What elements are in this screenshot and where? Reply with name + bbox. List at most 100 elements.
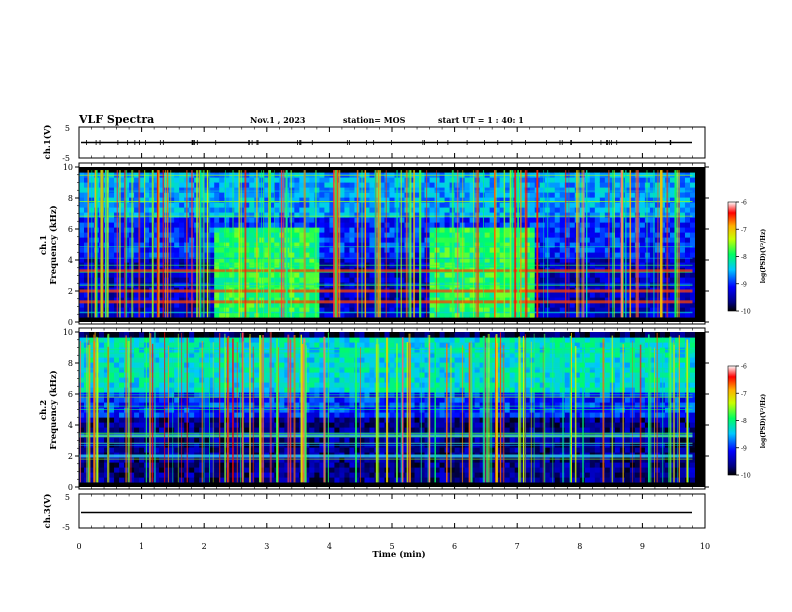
ch1-spectrogram-cell [309, 217, 315, 223]
ch1-spectrogram-sferic [138, 170, 141, 318]
ch1-spectrogram-cell [209, 292, 215, 298]
ch1-spectrogram-cell [309, 202, 315, 208]
ch1-spectrogram-cell [499, 237, 506, 243]
ch2-spectrogram-cell [169, 457, 175, 463]
ch1-spectrogram-cell [109, 257, 115, 263]
ch1-spectrogram-cell [679, 177, 686, 183]
ch1-spectrogram-cell [294, 192, 300, 198]
ch1-spectrogram-cell [339, 312, 346, 318]
ch2-spectrogram-cell [119, 382, 125, 388]
ch2-spectrogram-cell [204, 332, 210, 338]
ch1-spectrogram-cell [224, 237, 230, 243]
ch1-spectrogram-cell [489, 302, 496, 308]
ch1-spectrogram-cell [629, 307, 636, 313]
ch1-spectrogram-cell [324, 192, 330, 198]
ch1-spectrogram-cell [349, 312, 356, 318]
ch2-spectrogram-cell [104, 462, 110, 468]
ch1-spectrogram-cell [464, 212, 471, 218]
ch1-spectrogram-sferic [152, 170, 154, 318]
ch1-spectrogram-cell [119, 222, 125, 228]
ch1-spectrogram-cell [389, 187, 396, 193]
ch1-spectrogram-cell [429, 192, 436, 198]
ch1-spectrogram-cell [469, 177, 476, 183]
ch1-spectrogram-cell [339, 222, 346, 228]
ch1-spectrogram-cell [244, 182, 250, 188]
ch2-spectrogram-cell [129, 367, 135, 373]
ch1-spectrogram-cell [249, 282, 255, 288]
ch1-spectrogram-cell [419, 237, 426, 243]
ch1-spectrogram-cell [274, 277, 280, 283]
ch1-spectrogram-cell [169, 307, 175, 313]
ch1-spectrogram-cell [609, 317, 616, 322]
ch2-spectrogram-cell [114, 477, 120, 483]
ch1-spectrogram-cell [409, 257, 416, 263]
ch1-spectrogram-cell [689, 247, 696, 253]
ch1-spectrogram-cell [494, 242, 501, 248]
ch1-spectrogram-cell [229, 232, 235, 238]
ch1-spectrogram-cell [569, 177, 576, 183]
ch1-spectrogram-sferic [191, 170, 193, 318]
ch2-spectrogram-cell [134, 427, 140, 433]
ch1-spectrogram-cell [684, 277, 691, 283]
ch1-spectrogram-cell [169, 222, 175, 228]
ch1-spectrogram-cell [559, 317, 566, 322]
ch1-spectrogram-cell [139, 187, 145, 193]
ch1-spectrogram-cell [439, 227, 446, 233]
ch2-spectrogram-cell [194, 357, 200, 363]
ch1-spectrogram-cell [349, 177, 356, 183]
ch1-spectrogram-cell [699, 217, 705, 223]
ch2-spectrogram-cell [154, 337, 160, 343]
ch1-spectrogram-cell [259, 167, 265, 173]
ch1-spectrogram-cell [119, 192, 125, 198]
ch2-spectrogram-cell [89, 412, 95, 418]
ch1-spectrogram-cell [539, 187, 546, 193]
ch1-spectrogram-cell [419, 192, 426, 198]
ch2-spectrogram-cell [139, 442, 145, 448]
ch2-spectrogram-cell [79, 372, 85, 378]
ch1-spectrogram-cell [404, 317, 411, 322]
ch1-spectrogram-cell [209, 182, 215, 188]
ch1-spectrogram-cell [604, 182, 611, 188]
ch2-spectrogram-cell [134, 362, 140, 368]
ch1-spectrogram-cell [379, 242, 386, 248]
ch1-spectrogram-cell [484, 302, 491, 308]
ch1-spectrogram-cell [289, 247, 295, 253]
ch1-spectrogram-cell [494, 202, 501, 208]
ch1-spectrogram-cell [319, 302, 325, 308]
ch1-spectrogram-cell [629, 227, 636, 233]
ch1-spectrogram-cell [379, 302, 386, 308]
ch1-spectrogram-cell [174, 192, 180, 198]
ch1-spectrogram-cell [679, 302, 686, 308]
ch2-spectrogram-cell [209, 417, 215, 423]
ch2-spectrogram-cell [169, 387, 175, 393]
ch1-spectrogram-cell [159, 167, 165, 173]
ch1-spectrogram-cell [339, 187, 346, 193]
ch1-spectrogram-cell [414, 302, 421, 308]
ch1-spectrogram-cell [274, 292, 280, 298]
ch1-spectrogram-cell [119, 242, 125, 248]
ch1-spectrogram-cell [479, 212, 486, 218]
ch1-spectrogram-cell [269, 272, 275, 278]
ch1-spectrogram-cell [524, 237, 531, 243]
ch1-spectrogram-cell [344, 257, 351, 263]
ch1-spectrogram-cell [159, 227, 165, 233]
ch1-spectrogram-cell [209, 277, 215, 283]
ch1-spectrogram-cell [389, 207, 396, 213]
ch1-spectrogram-cell [344, 207, 351, 213]
ch1-spectrogram-sferic [123, 170, 126, 318]
ch1-spectrogram-cell [484, 187, 491, 193]
ch1-spectrogram-cell [624, 297, 631, 303]
ch1-spectrogram-cell [409, 207, 416, 213]
ch1-spectrogram-cell [309, 207, 315, 213]
ch1-spectrogram-cell [639, 202, 646, 208]
ch1-spectrogram-cell [599, 282, 606, 288]
ch1-spectrogram-cell [134, 232, 140, 238]
ch1-spectrogram-cell [524, 312, 531, 318]
ch1-spectrogram-cell [394, 167, 401, 173]
ch1-spectrogram-cell [529, 277, 536, 283]
ch1-spectrogram-cell [139, 302, 145, 308]
ch1-spectrogram-cell [319, 222, 325, 228]
ch1-spectrogram-cell [444, 297, 451, 303]
ch1-spectrogram-cell [269, 292, 275, 298]
